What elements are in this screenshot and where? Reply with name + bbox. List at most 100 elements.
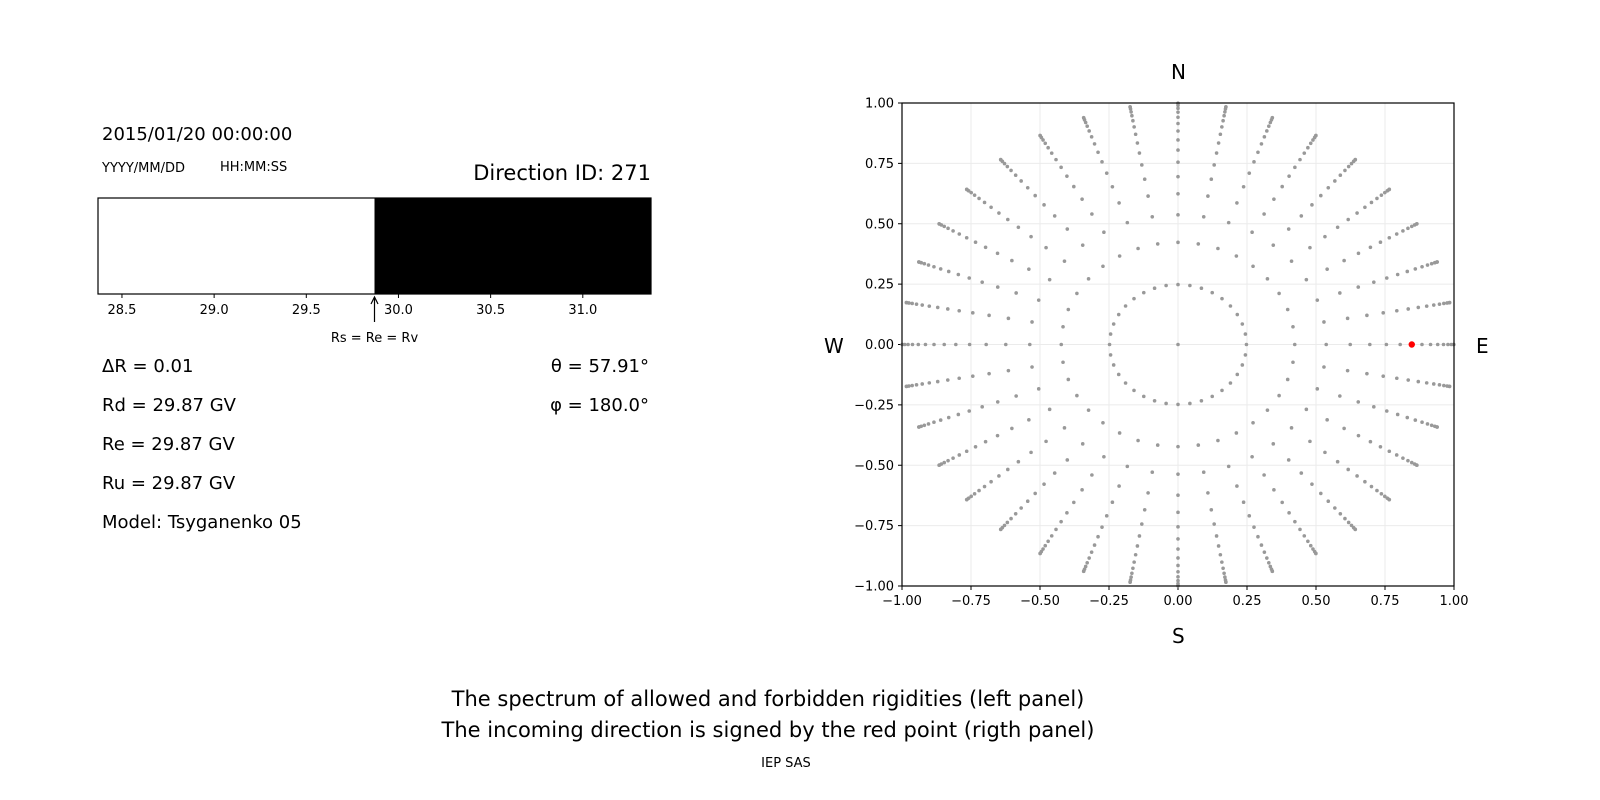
axes-frame (901, 102, 1455, 587)
direction-point (1140, 522, 1144, 526)
direction-point (1125, 464, 1130, 469)
direction-point (1298, 157, 1302, 162)
direction-point (982, 484, 987, 489)
direction-point (1262, 473, 1266, 477)
direction-point (942, 224, 947, 229)
x-tick-label: 31.0 (568, 303, 597, 318)
direction-point (987, 313, 991, 318)
direction-point (1262, 212, 1266, 216)
direction-point (1272, 488, 1276, 492)
direction-point (1375, 488, 1379, 493)
direction-point (1319, 491, 1323, 496)
direction-point (1003, 342, 1008, 347)
direction-point (1027, 342, 1032, 347)
direction-point (1363, 479, 1367, 484)
direction-point (1107, 342, 1112, 347)
date-format-label: YYYY/MM/DD (102, 161, 185, 176)
direction-point (1405, 269, 1410, 274)
direction-point (1196, 443, 1201, 447)
direction-point (910, 383, 914, 388)
direction-point (964, 235, 969, 240)
direction-point (1019, 179, 1023, 183)
direction-point (1425, 422, 1430, 426)
direction-point (946, 226, 950, 231)
direction-point (1201, 214, 1206, 219)
direction-point (910, 301, 914, 306)
direction-point (1372, 405, 1376, 409)
direction-point (1176, 174, 1180, 179)
direction-point (1214, 534, 1219, 538)
direction-point (1065, 174, 1069, 178)
direction-point (1085, 124, 1089, 128)
direction-point (1424, 304, 1429, 308)
direction-point (1218, 552, 1223, 557)
direction-point (1176, 525, 1180, 529)
direction-point (1425, 263, 1430, 267)
direction-point (1100, 525, 1104, 529)
direction-point (1442, 301, 1446, 306)
direction-point (1384, 342, 1389, 347)
direction-point (1210, 290, 1215, 295)
direction-point (1059, 519, 1063, 524)
direction-point (1401, 229, 1405, 233)
x-tick-label: 0.75 (1371, 594, 1400, 609)
direction-point (1265, 129, 1269, 133)
direction-point (1394, 232, 1399, 236)
direction-point (1368, 245, 1373, 250)
direction-point (1043, 543, 1048, 548)
direction-point (1304, 277, 1309, 282)
direction-point (1025, 499, 1030, 503)
direction-point (972, 492, 977, 496)
direction-point (1228, 381, 1233, 385)
direction-point (1262, 135, 1267, 139)
direction-point (1259, 142, 1264, 146)
direction-point (1241, 500, 1246, 505)
direction-point (1176, 121, 1180, 126)
direction-point (970, 311, 975, 315)
direction-point (1096, 150, 1100, 155)
direction-point (1387, 449, 1392, 454)
direction-point (1416, 379, 1421, 384)
direction-point (1152, 398, 1157, 403)
direction-point (1415, 463, 1419, 467)
direction-point (1110, 500, 1115, 505)
direction-point (1137, 151, 1142, 155)
direction-point (1176, 110, 1180, 114)
direction-point (1338, 291, 1342, 295)
direction-point (1369, 200, 1374, 205)
direction-point (1081, 115, 1086, 120)
direction-point (920, 303, 925, 307)
direction-point (1235, 312, 1240, 317)
direction-point (1428, 342, 1433, 347)
direction-point (1044, 245, 1048, 250)
direction-point (1038, 551, 1042, 556)
direction-point (1150, 214, 1155, 219)
direction-point (932, 342, 936, 347)
direction-point (1349, 161, 1354, 166)
direction-point (1247, 171, 1252, 175)
direction-point (1378, 240, 1383, 245)
direction-point (1128, 580, 1132, 585)
direction-point (1131, 118, 1135, 123)
direction-point (1228, 304, 1233, 308)
direction-point (1429, 423, 1434, 428)
direction-point (1130, 571, 1134, 576)
direction-point (1280, 500, 1284, 505)
direction-point (1271, 442, 1276, 446)
phi-value: φ = 180.0° (550, 395, 649, 416)
direction-point (1342, 258, 1346, 263)
direction-point (1338, 394, 1342, 398)
x-tick-label: 0.25 (1233, 594, 1262, 609)
direction-point (904, 300, 909, 305)
direction-point (1176, 510, 1180, 515)
direction-point (967, 342, 972, 347)
direction-point (1262, 550, 1267, 554)
direction-point (995, 433, 1000, 438)
direction-point (1220, 388, 1224, 393)
direction-point (1222, 571, 1226, 576)
direction-point (1054, 527, 1058, 532)
direction-point (1420, 420, 1424, 425)
direction-point (1176, 547, 1180, 551)
direction-point (1326, 186, 1331, 190)
direction-point (1131, 566, 1135, 571)
